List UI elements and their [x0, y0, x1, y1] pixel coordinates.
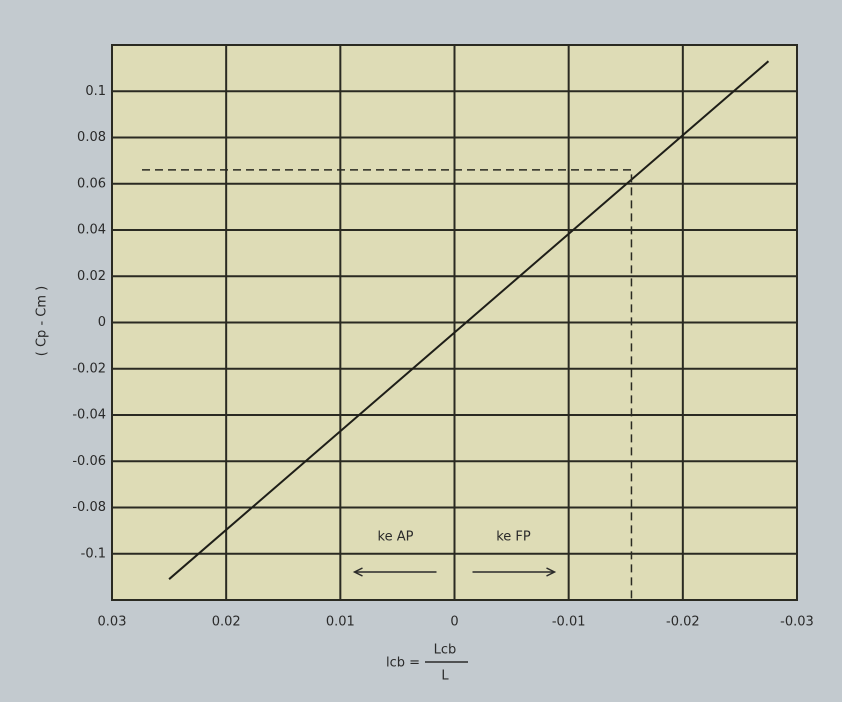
x-tick-label: -0.01	[552, 615, 586, 630]
x-tick-label: -0.03	[780, 615, 814, 630]
x-tick-label: 0.02	[212, 615, 241, 630]
y-tick-label: 0.08	[77, 130, 106, 145]
y-tick-label: -0.08	[72, 500, 106, 515]
data-line	[168, 60, 770, 580]
x-axis-title-numerator: Lcb	[434, 643, 457, 658]
y-tick-label: 0	[98, 315, 106, 330]
y-axis-title: ( Cp - Cm )	[35, 286, 50, 356]
x-tick-label: 0	[450, 615, 458, 630]
x-axis-title: lcb =	[386, 656, 420, 671]
y-tick-label: 0.04	[77, 223, 106, 238]
arrow-head	[546, 567, 557, 577]
y-tick-label: -0.04	[72, 408, 106, 423]
arrow-head	[352, 567, 363, 577]
y-tick-label: -0.06	[72, 454, 106, 469]
y-tick-label: 0.06	[77, 176, 106, 191]
y-tick-label: 0.1	[85, 84, 106, 99]
x-tick-label: 0.01	[326, 615, 355, 630]
y-tick-label: 0.02	[77, 269, 106, 284]
x-tick-label: 0.03	[98, 615, 127, 630]
x-tick-label: -0.02	[666, 615, 700, 630]
annotation: ke FP	[496, 530, 531, 545]
x-axis-title-denominator: L	[441, 669, 449, 684]
y-tick-label: -0.1	[81, 546, 106, 561]
annotation: ke AP	[378, 530, 414, 545]
y-tick-label: -0.02	[72, 361, 106, 376]
reference-line	[142, 169, 633, 600]
